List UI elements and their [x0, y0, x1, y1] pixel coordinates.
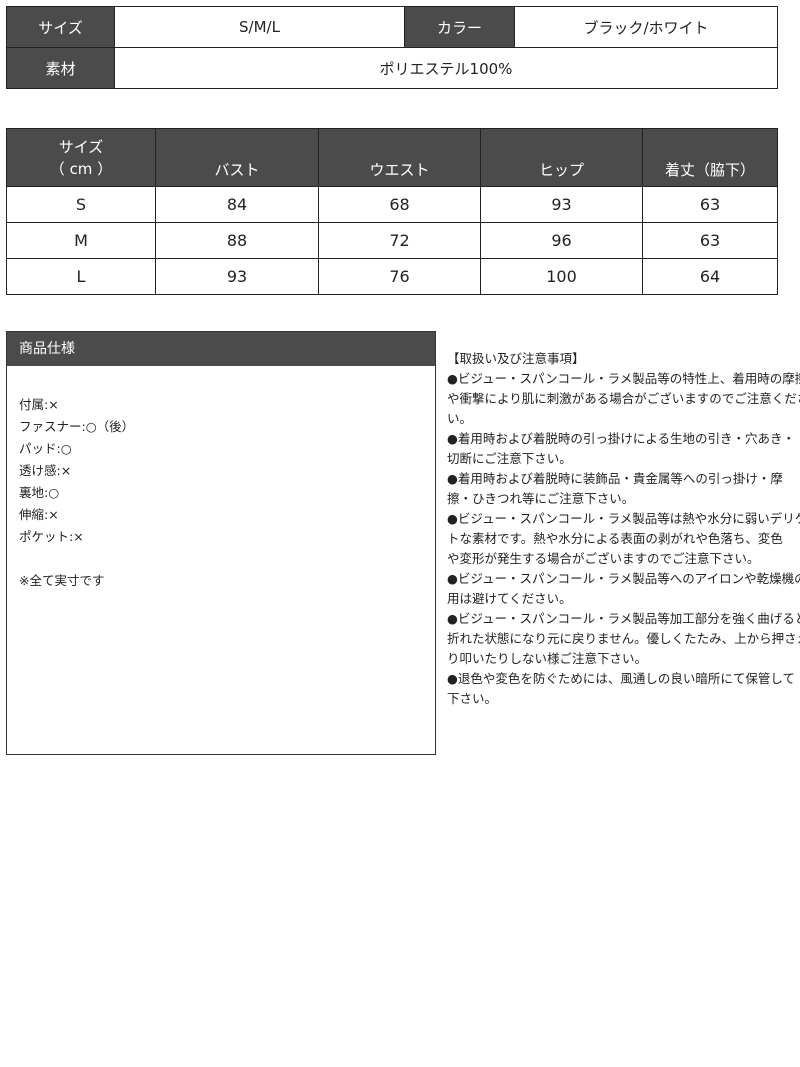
spec-item: ファスナー:○（後）: [19, 419, 135, 434]
notes-line: い。: [447, 411, 473, 426]
header-hip: ヒップ: [480, 128, 643, 187]
size-value: S/M/L: [114, 6, 405, 48]
notes-line: 用は避けてください。: [447, 591, 572, 606]
table-row: L 93 76 100 64: [6, 258, 778, 295]
material-label: 素材: [6, 47, 115, 89]
notes-title: 【取扱い及び注意事項】: [447, 351, 585, 366]
cell: 68: [318, 186, 481, 223]
spec-box: 商品仕様 付属:× ファスナー:○（後） パッド:○ 透け感:× 裏地:○ 伸縮…: [6, 331, 436, 755]
cell: 64: [642, 258, 778, 295]
header-length: 着丈（脇下）: [642, 128, 778, 187]
cell: M: [6, 222, 156, 259]
cell: 93: [480, 186, 643, 223]
notes-line: や変形が発生する場合がございますのでご注意下さい。: [447, 551, 760, 566]
material-value: ポリエステル100%: [114, 47, 778, 89]
cell: 100: [480, 258, 643, 295]
notes-line: や衝撃により肌に刺激がある場合がございますのでご注意くださ: [447, 391, 800, 406]
spec-item: 伸縮:×: [19, 507, 59, 522]
cell: 72: [318, 222, 481, 259]
spec-item: パッド:○: [19, 441, 72, 456]
cell: 88: [155, 222, 319, 259]
notes-line: り叩いたりしない様ご注意下さい。: [447, 651, 648, 666]
cell: 76: [318, 258, 481, 295]
cell: S: [6, 186, 156, 223]
notes-line: 切断にご注意下さい。: [447, 451, 572, 466]
notes-line: 下さい。: [447, 691, 498, 706]
size-table: サイズ （ cm ） バスト ウエスト ヒップ 着丈（脇下） S 84 68 9…: [6, 128, 778, 295]
cell: 96: [480, 222, 643, 259]
notes-line: ●退色や変色を防ぐためには、風通しの良い暗所にて保管して: [447, 671, 796, 686]
care-notes: 【取扱い及び注意事項】 ●ビジュー・スパンコール・ラメ製品等の特性上、着用時の摩擦…: [447, 349, 800, 709]
notes-line: 擦・ひきつれ等にご注意下さい。: [447, 491, 635, 506]
notes-line: トな素材です。熱や水分による表面の剥がれや色落ち、変色: [447, 531, 783, 546]
notes-line: ●ビジュー・スパンコール・ラメ製品等加工部分を強く曲げると: [447, 611, 800, 626]
basic-info-table: サイズ S/M/L カラー ブラック/ホワイト 素材 ポリエステル100%: [6, 6, 778, 89]
cell: 93: [155, 258, 319, 295]
notes-line: ●着用時および着脱時の引っ掛けによる生地の引き・穴あき・: [447, 431, 796, 446]
spec-item: ポケット:×: [19, 529, 84, 544]
size-label: サイズ: [6, 6, 115, 48]
header-unit-label: （ cm ）: [49, 159, 113, 178]
notes-line: ●ビジュー・スパンコール・ラメ製品等は熱や水分に弱いデリケー: [447, 511, 800, 526]
cell: L: [6, 258, 156, 295]
spec-item: 裏地:○: [19, 485, 60, 500]
cell: 84: [155, 186, 319, 223]
color-value: ブラック/ホワイト: [514, 6, 778, 48]
color-label: カラー: [404, 6, 515, 48]
spec-note: ※全て実寸です: [19, 573, 105, 588]
notes-line: 折れた状態になり元に戻りません。優しくたたみ、上から押さえた: [447, 631, 800, 646]
cell: 63: [642, 186, 778, 223]
table-row: M 88 72 96 63: [6, 222, 778, 259]
header-size: サイズ （ cm ）: [6, 128, 156, 187]
notes-line: ●ビジュー・スパンコール・ラメ製品等へのアイロンや乾燥機の使: [447, 571, 800, 586]
notes-line: ●着用時および着脱時に装飾品・貴金属等への引っ掛け・摩: [447, 471, 783, 486]
spec-item: 付属:×: [19, 397, 59, 412]
spec-item: 透け感:×: [19, 463, 72, 478]
notes-line: ●ビジュー・スパンコール・ラメ製品等の特性上、着用時の摩擦: [447, 371, 800, 386]
cell: 63: [642, 222, 778, 259]
spec-title: 商品仕様: [7, 332, 435, 366]
table-row: S 84 68 93 63: [6, 186, 778, 223]
header-size-label: サイズ: [58, 137, 104, 156]
header-bust: バスト: [155, 128, 319, 187]
header-waist: ウエスト: [318, 128, 481, 187]
